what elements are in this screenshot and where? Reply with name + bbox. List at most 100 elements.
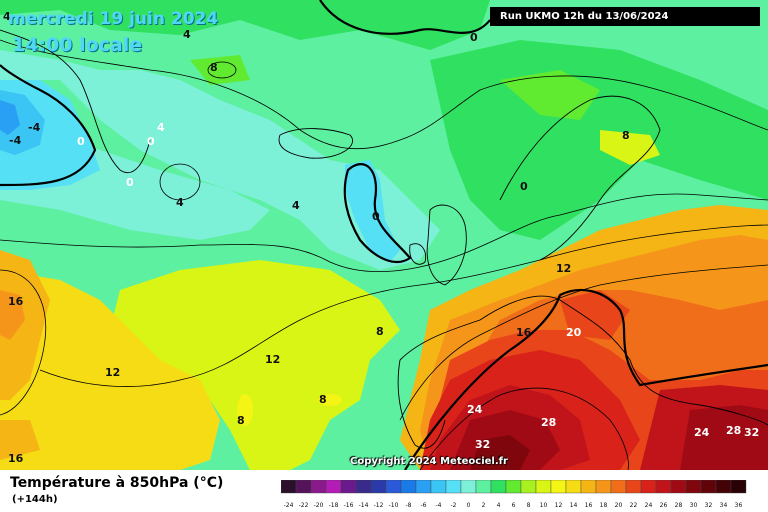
isotherm-0-north	[319, 0, 491, 35]
isotherm-16-west	[0, 269, 47, 416]
legend-tick-label: -8	[406, 502, 412, 509]
legend-swatch	[640, 480, 657, 494]
legend-tick-label: 4	[497, 502, 501, 509]
legend-tick-label: 2	[482, 502, 486, 509]
legend-swatch	[520, 480, 537, 494]
temperature-map: 4 4 -4 -4 0 0 0 0 4 4 4 8 0 0 8 12 16 20 16 12 8 12 8 8 16 24 28 32…	[0, 0, 768, 470]
field-warm-finland	[600, 130, 660, 165]
legend-swatch	[415, 480, 432, 494]
legend-tick-label: -4	[436, 502, 442, 509]
isotherm-8-closed	[207, 61, 237, 79]
isotherm-0-atlantic	[343, 163, 412, 264]
lead-time: (+144h)	[12, 494, 58, 505]
isotherm-value-label: 32	[744, 426, 759, 439]
isotherm-value-label: 28	[726, 424, 741, 437]
isotherm-20	[404, 288, 768, 470]
legend-swatch	[685, 480, 702, 494]
legend-swatch	[445, 480, 462, 494]
legend-swatch	[715, 480, 732, 494]
legend-swatch	[340, 480, 357, 494]
legend-swatch	[535, 480, 552, 494]
isotherm-value-label: -4	[9, 134, 22, 147]
legend-tick-label: 14	[570, 502, 578, 509]
field-28-east	[680, 405, 768, 470]
isotherm-16	[399, 264, 768, 421]
variable-title: Température à 850hPa (°C)	[10, 475, 224, 491]
coast-iceland	[278, 128, 353, 159]
isotherm-value-label: 8	[210, 61, 218, 74]
legend-tick-label: -24	[284, 502, 294, 509]
isotherm-value-label: 4	[292, 199, 300, 212]
legend-tick-label: -6	[421, 502, 427, 509]
forecast-time: 14:00 locale	[12, 34, 143, 56]
isotherm-12	[39, 224, 768, 387]
field-10-scandinavia	[500, 70, 600, 120]
field-10-12-atlantic	[110, 260, 400, 470]
isotherm-value-label: 20	[566, 326, 582, 339]
legend-tick-label: 0	[467, 502, 471, 509]
isotherm-value-label: 4	[3, 10, 11, 23]
isotherm-value-label: 8	[237, 414, 245, 427]
legend-swatch	[580, 480, 597, 494]
legend-swatch	[281, 480, 297, 494]
legend-tick-label: 28	[675, 502, 683, 509]
coast-europe	[399, 295, 768, 426]
legend-tick-label: -16	[344, 502, 354, 509]
forecast-date: mercredi 19 juin 2024	[8, 9, 219, 29]
legend-tick-label: -22	[299, 502, 309, 509]
legend-swatch	[550, 480, 567, 494]
isotherm-value-label: 0	[77, 135, 85, 148]
legend-swatch	[625, 480, 642, 494]
legend-tick-label: 36	[735, 502, 743, 509]
legend-swatch	[370, 480, 387, 494]
isotherm-value-label: 0	[147, 135, 155, 148]
field-0-atlantic-low	[345, 160, 400, 262]
field-12-14-west	[0, 270, 220, 470]
isotherm-value-label: 24	[467, 403, 483, 416]
legend-tick-label: -18	[329, 502, 339, 509]
isotherm-value-label: 16	[8, 295, 24, 308]
legend-swatch	[295, 480, 312, 494]
legend-swatch	[460, 480, 477, 494]
legend-swatch	[310, 480, 327, 494]
field-16-west	[0, 250, 50, 400]
isotherm-value-label: 32	[475, 438, 490, 451]
field-16-southwest	[0, 420, 40, 460]
legend-swatch	[430, 480, 447, 494]
legend-tick-label: -2	[451, 502, 457, 509]
model-run-label: Run UKMO 12h du 13/06/2024	[490, 7, 760, 26]
field-30-iberia	[470, 435, 530, 470]
isotherm-value-label: 0	[372, 210, 380, 223]
legend-swatch	[565, 480, 582, 494]
isotherm-value-label: 12	[556, 262, 571, 275]
legend-tick-label: 18	[600, 502, 608, 509]
legend-swatch	[670, 480, 687, 494]
legend-tick-label: -14	[359, 502, 369, 509]
coast-ireland	[409, 243, 427, 265]
color-legend: -24 -22 -20 -18 -16 -14 -12 -10 -8 -6 -4 -2 0 2 4 6 8 10 1…	[281, 480, 747, 509]
legend-tick-label: -10	[389, 502, 399, 509]
legend-swatch	[730, 480, 747, 494]
legend-tick-label: -20	[314, 502, 324, 509]
isotherm-24	[419, 387, 629, 470]
isotherm-value-label: 28	[541, 416, 556, 429]
legend-swatch	[595, 480, 612, 494]
field-4-6	[0, 50, 440, 270]
legend-tick-label: 32	[705, 502, 713, 509]
isotherm-value-label: 8	[622, 129, 630, 142]
field-10-north-atlantic	[190, 55, 250, 85]
isotherm-value-label: 0	[520, 180, 528, 193]
isotherm-value-label: 4	[176, 196, 184, 209]
field-minus6-greenland	[0, 100, 20, 135]
legend-swatch	[610, 480, 627, 494]
isotherm-value-label: 16	[516, 326, 532, 339]
coast-scandinavia	[499, 95, 661, 261]
isotherm-value-label: 12	[265, 353, 280, 366]
field-madeira	[318, 394, 342, 406]
legend-swatch	[490, 480, 507, 494]
isotherm-4	[0, 39, 768, 150]
isotherm-value-label: -4	[28, 121, 41, 134]
legend-swatch	[505, 480, 522, 494]
isotherm-value-label: 4	[183, 28, 191, 41]
